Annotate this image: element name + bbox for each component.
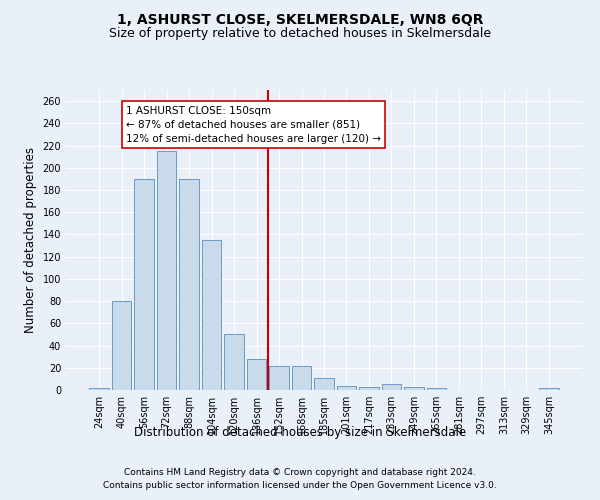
Bar	[112, 301, 131, 390]
Bar	[404, 386, 424, 390]
Bar	[157, 151, 176, 390]
Bar	[247, 359, 266, 390]
Bar	[337, 386, 356, 390]
Text: Contains public sector information licensed under the Open Government Licence v3: Contains public sector information licen…	[103, 480, 497, 490]
Text: Contains HM Land Registry data © Crown copyright and database right 2024.: Contains HM Land Registry data © Crown c…	[124, 468, 476, 477]
Text: 1 ASHURST CLOSE: 150sqm
← 87% of detached houses are smaller (851)
12% of semi-d: 1 ASHURST CLOSE: 150sqm ← 87% of detache…	[126, 106, 381, 144]
Bar	[314, 378, 334, 390]
Text: 1, ASHURST CLOSE, SKELMERSDALE, WN8 6QR: 1, ASHURST CLOSE, SKELMERSDALE, WN8 6QR	[117, 12, 483, 26]
Bar	[269, 366, 289, 390]
Bar	[359, 386, 379, 390]
Text: Distribution of detached houses by size in Skelmersdale: Distribution of detached houses by size …	[134, 426, 466, 439]
Bar	[202, 240, 221, 390]
Bar	[224, 334, 244, 390]
Y-axis label: Number of detached properties: Number of detached properties	[24, 147, 37, 333]
Bar	[382, 384, 401, 390]
Bar	[292, 366, 311, 390]
Bar	[89, 388, 109, 390]
Bar	[134, 179, 154, 390]
Text: Size of property relative to detached houses in Skelmersdale: Size of property relative to detached ho…	[109, 28, 491, 40]
Bar	[427, 388, 446, 390]
Bar	[539, 388, 559, 390]
Bar	[179, 179, 199, 390]
